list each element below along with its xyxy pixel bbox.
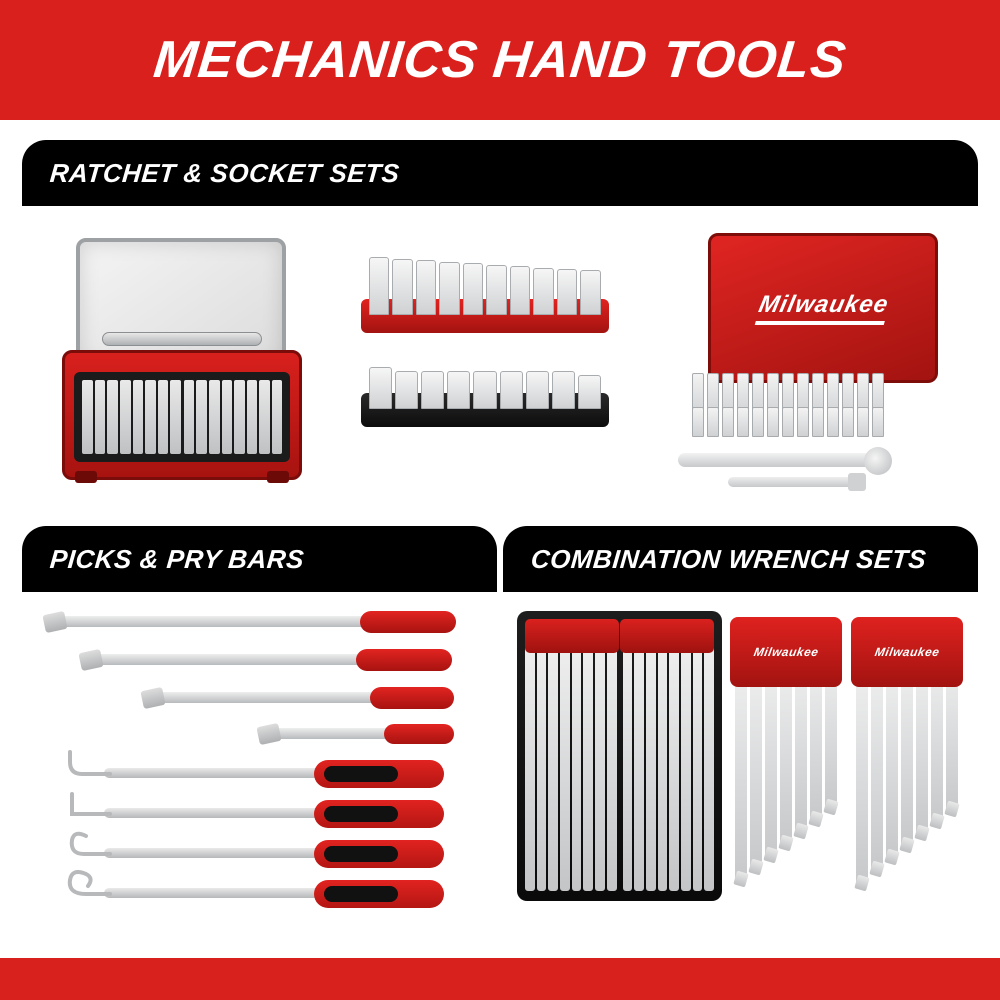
section-title: PICKS & PRY BARS (49, 544, 306, 575)
pry-bar (92, 654, 452, 665)
section-wrench-sets: COMBINATION WRENCH SETS Milwaukee (503, 526, 978, 920)
pry-bar (270, 728, 454, 739)
section-body: Milwaukee Milwaukee (503, 592, 978, 920)
section-picks-pry: PICKS & PRY BARS (22, 526, 497, 920)
section-header: PICKS & PRY BARS (22, 526, 497, 592)
brand-logo: Milwaukee (753, 645, 820, 659)
product-case-kit: Milwaukee (668, 233, 938, 493)
brand-logo: Milwaukee (874, 645, 941, 659)
section-body: Milwaukee (22, 206, 978, 520)
footer-bar (0, 958, 1000, 1000)
page-header: MECHANICS HAND TOOLS (0, 0, 1000, 120)
pick-tool (104, 808, 444, 818)
pry-bar (56, 616, 456, 627)
pick-tool (104, 888, 444, 898)
wrench-rack: Milwaukee (851, 611, 964, 901)
section-title: COMBINATION WRENCH SETS (530, 544, 928, 575)
wrench-tray (517, 611, 722, 901)
pry-bar (154, 692, 454, 703)
product-packout-set (62, 238, 302, 488)
page-title: MECHANICS HAND TOOLS (151, 30, 849, 90)
pick-tool (104, 768, 444, 778)
section-body (22, 592, 497, 920)
section-ratchet-socket: RATCHET & SOCKET SETS (22, 140, 978, 520)
section-header: RATCHET & SOCKET SETS (22, 140, 978, 206)
section-header: COMBINATION WRENCH SETS (503, 526, 978, 592)
section-title: RATCHET & SOCKET SETS (49, 158, 401, 189)
product-socket-rails (355, 299, 615, 427)
pick-tool (104, 848, 444, 858)
brand-logo: Milwaukee (755, 291, 891, 325)
wrench-rack: Milwaukee (730, 611, 843, 901)
content-area: RATCHET & SOCKET SETS (0, 120, 1000, 958)
